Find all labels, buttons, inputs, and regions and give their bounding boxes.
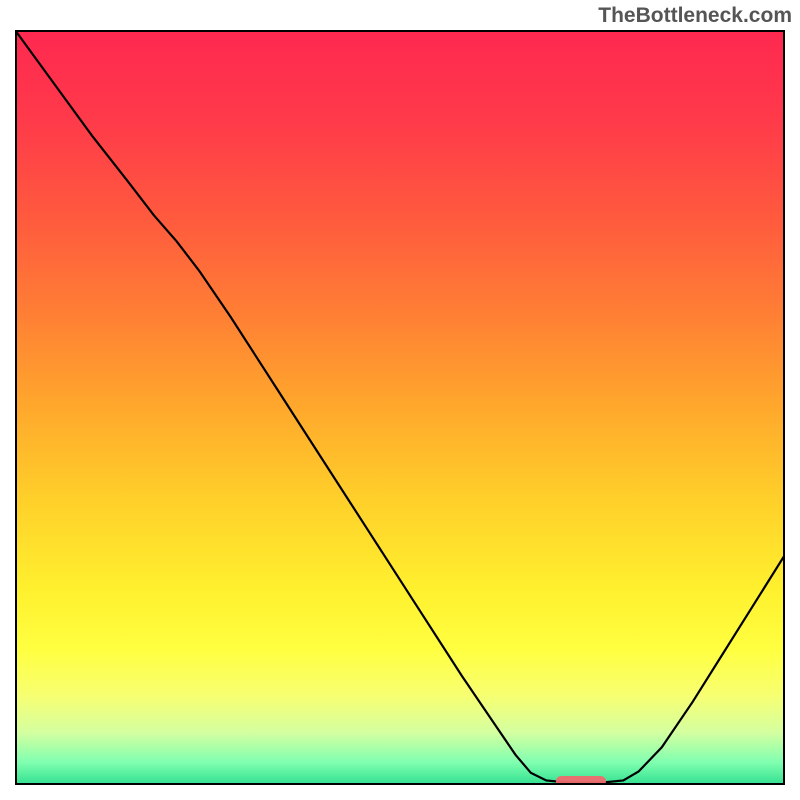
curve-layer xyxy=(15,30,785,785)
watermark-text: TheBottleneck.com xyxy=(598,4,792,28)
bottleneck-curve xyxy=(15,30,785,783)
optimum-marker xyxy=(556,776,606,785)
chart-container: TheBottleneck.com xyxy=(0,0,800,800)
plot-area xyxy=(15,30,785,785)
